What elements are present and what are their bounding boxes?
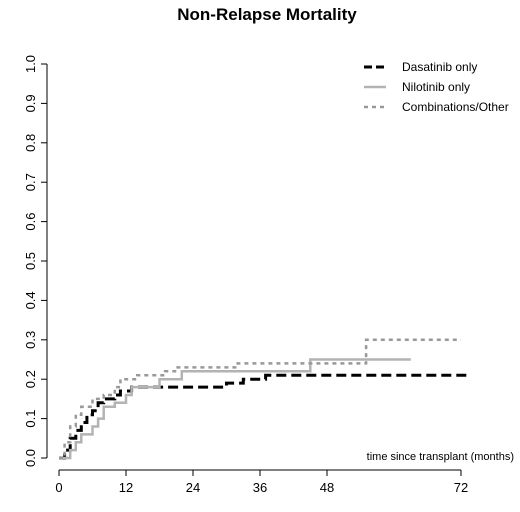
legend-label: Combinations/Other [402,100,509,114]
y-tick-label: 1.0 [23,55,38,73]
y-tick-label: 0.8 [23,134,38,152]
series-line [59,358,411,460]
axes: 0 12 24 36 48 72 0.0 0.1 0.2 0.3 0.4 0.5 0.6 0.7 0.8 0.… [23,55,468,495]
series-line [59,338,461,460]
y-tick-label: 0.2 [23,370,38,388]
y-tick-label: 0.4 [23,291,38,309]
x-axis-annotation: time since transplant (months) [367,451,514,463]
series-line [59,373,467,460]
y-tick-label: 0.3 [23,331,38,349]
x-tick-label: 72 [454,480,468,495]
legend-label: Dasatinib only [402,60,477,74]
y-tick-label: 0.5 [23,252,38,270]
y-tick-label: 0.0 [23,449,38,467]
x-tick-label: 12 [119,480,133,495]
series-lines [59,338,467,460]
y-tick-label: 0.9 [23,94,38,112]
x-tick-label: 0 [55,480,62,495]
x-tick-label: 24 [186,480,200,495]
y-tick-label: 0.7 [23,173,38,191]
legend: Dasatinib only Nilotinib only Combinations… [364,60,509,114]
x-tick-label: 48 [320,480,334,495]
y-tick-label: 0.1 [23,410,38,428]
x-tick-label: 36 [253,480,267,495]
y-tick-label: 0.6 [23,213,38,231]
legend-label: Nilotinib only [402,80,470,94]
chart-title: Non-Relapse Mortality [177,5,357,24]
